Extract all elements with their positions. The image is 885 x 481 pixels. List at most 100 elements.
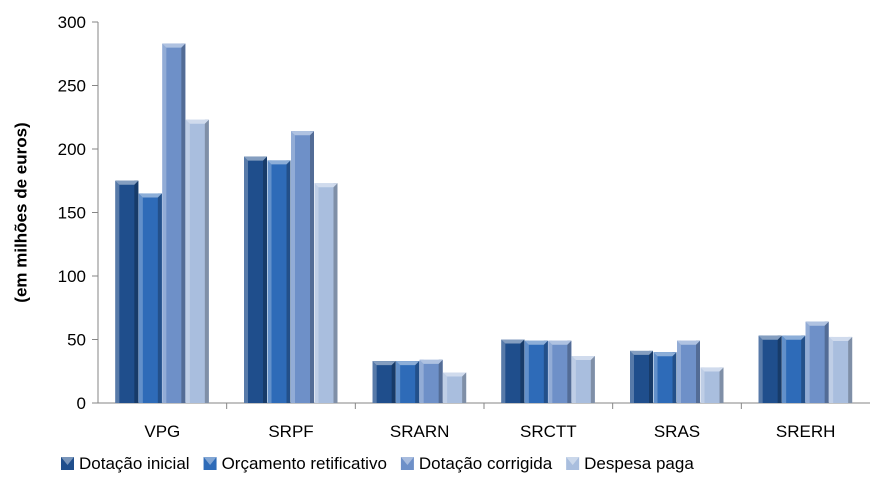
x-tick-label: SRPF — [268, 422, 313, 441]
bar-top-bevel — [185, 119, 209, 124]
bar-body — [653, 352, 677, 403]
bar-body — [138, 193, 162, 403]
bar — [396, 361, 420, 403]
bar-shadow — [590, 356, 595, 403]
bar-top-bevel — [805, 321, 829, 326]
bar — [829, 336, 853, 403]
bar-body — [700, 367, 724, 403]
y-axis-title: (em milhões de euros) — [11, 122, 30, 302]
axes — [92, 21, 870, 409]
bar-body — [372, 361, 396, 403]
y-tick-label: 0 — [77, 394, 86, 413]
legend-swatch — [203, 457, 217, 470]
bar-highlight — [314, 183, 319, 403]
bar-highlight — [291, 131, 295, 403]
bar-body — [548, 340, 572, 403]
bar-highlight — [115, 180, 120, 403]
bar-body — [782, 335, 806, 403]
bar — [314, 183, 338, 403]
y-tick-labels: 0 50 100 150 200 250 300 — [58, 13, 86, 413]
bar-top-bevel — [524, 340, 548, 345]
bar-top-bevel — [314, 183, 338, 188]
bar-top-bevel — [138, 193, 162, 198]
bar-highlight — [782, 335, 787, 403]
bar — [782, 335, 806, 403]
bar-top-bevel — [267, 160, 291, 165]
bar-top-bevel — [501, 339, 525, 344]
bar-shadow — [567, 340, 572, 403]
legend-label: Dotação inicial — [79, 454, 190, 473]
y-tick-label: 300 — [58, 13, 86, 32]
bar-top-bevel — [677, 340, 700, 345]
bar-highlight — [630, 350, 634, 403]
bar-top-bevel — [653, 352, 677, 357]
bar — [443, 372, 467, 403]
bar-top-bevel — [571, 356, 595, 361]
bar-highlight — [548, 340, 553, 403]
bar-top-bevel — [396, 361, 420, 366]
bar — [291, 131, 314, 403]
bar-top-bevel — [244, 156, 267, 161]
legend-label: Despesa paga — [584, 454, 694, 473]
bar-top-bevel — [758, 335, 782, 340]
bar — [162, 43, 186, 404]
bar-highlight — [162, 43, 167, 404]
bar-shadow — [543, 340, 548, 403]
bar — [700, 367, 724, 403]
y-tick-label: 150 — [58, 204, 86, 223]
x-tick-label: SRAS — [654, 422, 700, 441]
bar-highlight — [185, 119, 190, 403]
y-tick-label: 200 — [58, 140, 86, 159]
bar-top-bevel — [630, 350, 653, 355]
x-tick-label: SRERH — [776, 422, 836, 441]
legend-item: Dotação corrigida — [400, 454, 553, 473]
legend-swatch — [400, 457, 414, 470]
bar — [548, 340, 572, 403]
bar-shadow — [310, 131, 314, 403]
bar-shadow — [286, 160, 291, 403]
bar-body — [291, 131, 314, 403]
bar — [372, 361, 396, 403]
bar-body — [443, 372, 467, 403]
bar — [571, 356, 595, 403]
bar — [267, 160, 291, 403]
y-tick-label: 100 — [58, 267, 86, 286]
bar-shadow — [391, 361, 396, 403]
bar-shadow — [333, 183, 338, 403]
bar — [138, 193, 162, 403]
bar-highlight — [267, 160, 272, 403]
bar-highlight — [501, 339, 506, 403]
bar-top-bevel — [700, 367, 724, 372]
bar-body — [115, 180, 139, 403]
bar-body — [630, 350, 653, 403]
x-tick-label: SRCTT — [520, 422, 577, 441]
bar-shadow — [134, 180, 139, 403]
bar-highlight — [372, 361, 377, 403]
legend-item: Despesa paga — [566, 454, 694, 473]
bar-body — [396, 361, 420, 403]
bar-highlight — [653, 352, 658, 403]
bar-top-bevel — [829, 336, 853, 341]
bar-highlight — [244, 156, 248, 403]
legend-item: Orçamento retificativo — [203, 454, 387, 473]
bar — [630, 350, 653, 403]
legend-swatch-bevel — [566, 457, 580, 465]
bar-highlight — [138, 193, 143, 403]
bar-highlight — [443, 372, 448, 403]
bar-shadow — [157, 193, 162, 403]
bar — [115, 180, 139, 403]
bar-shadow — [672, 352, 677, 403]
bar-shadow — [462, 372, 467, 403]
bar-top-bevel — [548, 340, 572, 345]
bar — [653, 352, 677, 403]
bar-body — [829, 336, 853, 403]
bar-shadow — [438, 359, 443, 403]
bar-body — [185, 119, 209, 403]
bar-shadow — [719, 367, 724, 403]
bar-top-bevel — [782, 335, 806, 340]
bar-highlight — [571, 356, 576, 403]
bar-top-bevel — [419, 359, 443, 364]
bar-highlight — [700, 367, 705, 403]
bar — [244, 156, 267, 403]
bar-shadow — [824, 321, 829, 403]
